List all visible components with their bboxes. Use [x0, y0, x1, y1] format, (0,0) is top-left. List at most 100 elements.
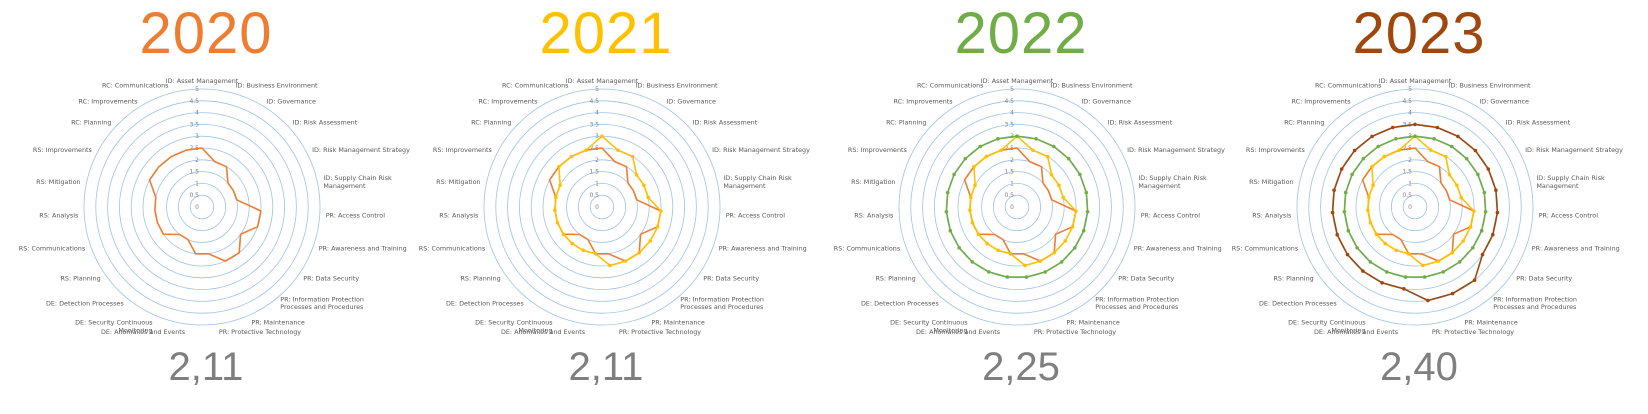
data-point [1380, 281, 1384, 285]
series-line-2021 [1367, 135, 1475, 267]
data-point [985, 241, 989, 246]
tick-label: 4.5 [1402, 98, 1412, 105]
data-point [1038, 259, 1043, 263]
axis-label: ID: Risk Management Strategy [712, 146, 810, 154]
data-point [1034, 137, 1038, 141]
series-line-2021 [969, 135, 1077, 267]
axis-label: PR: Protective Technology [219, 328, 301, 336]
data-point [1394, 248, 1398, 253]
series-line-2022 [1343, 135, 1487, 278]
score-value: 2,40 [1380, 345, 1458, 389]
year-title: 2022 [954, 1, 1088, 66]
data-point [1450, 291, 1455, 296]
tick-label: 0 [595, 204, 599, 211]
tick-label: 2 [1010, 157, 1014, 164]
data-point [1435, 125, 1440, 130]
data-point [1429, 148, 1433, 152]
grid-ring [1390, 183, 1439, 232]
data-point [581, 248, 585, 253]
series-2021 [553, 134, 663, 268]
data-point [561, 232, 566, 236]
data-point [1031, 148, 1035, 152]
series-line-2020 [548, 147, 662, 262]
data-point [1066, 156, 1071, 161]
tick-label: 3.5 [1004, 121, 1014, 128]
data-point [963, 156, 968, 161]
axis-label: PR: Information Protection Processes and … [280, 296, 364, 312]
axis-label: RS: Communications [419, 245, 486, 253]
tick-label: 3 [195, 133, 199, 140]
axis-label: ID: Supply Chain Risk Management [1536, 174, 1605, 190]
grid-ring [166, 171, 238, 243]
axis-label: PR: Protective Technology [1034, 328, 1116, 336]
tick-label: 3.5 [189, 121, 199, 128]
axis-label: PR: Data Security [1516, 275, 1572, 283]
axis-label: PR: Maintenance [251, 319, 305, 327]
data-point [648, 239, 652, 243]
grid-ring [130, 135, 274, 279]
score-value: 2,11 [168, 345, 244, 389]
data-point [945, 190, 950, 195]
grid-ring [577, 183, 626, 232]
axis-label: RC: Communications [1315, 82, 1382, 90]
data-point [1390, 125, 1395, 130]
axis-label: ID: Governance [266, 97, 316, 105]
axis-label: RS: Planning [60, 275, 100, 283]
data-point [1061, 195, 1065, 200]
axis-label: ID: Governance [1479, 97, 1529, 105]
grid-ring [495, 100, 709, 314]
grid-ring [992, 183, 1041, 232]
data-point [1482, 190, 1487, 195]
tick-label: 2 [195, 157, 199, 164]
grid-ring [119, 124, 285, 290]
axis-label: PR: Access Control [1539, 212, 1599, 220]
data-point [1355, 246, 1359, 250]
grid-ring [189, 194, 215, 220]
data-point [976, 232, 981, 236]
grid-ring [83, 88, 321, 326]
tick-label: 0.5 [1402, 192, 1412, 199]
data-point [1473, 148, 1478, 153]
data-point [1397, 148, 1401, 152]
data-point [1491, 232, 1495, 237]
tick-label: 1 [595, 180, 599, 187]
data-point [1394, 137, 1398, 141]
axis-label: DE: Security Continuous Monitoring [890, 319, 968, 335]
axis-label: RS: Communications [1232, 245, 1299, 253]
grid-ring [519, 124, 685, 290]
data-point [1085, 210, 1090, 214]
axis-label: RS: Mitigation [36, 178, 80, 186]
data-point [1402, 287, 1406, 291]
axis-label: PR: Access Control [326, 212, 386, 220]
data-point [996, 248, 1000, 253]
axis-label: RS: Communications [19, 245, 86, 253]
grid-ring [922, 112, 1112, 302]
axis-label: RS: Mitigation [851, 178, 895, 186]
series-line-2023 [1331, 123, 1499, 302]
data-point [972, 164, 976, 169]
axis-label: ID: Business Environment [1449, 82, 1532, 90]
axis-label: ID: Risk Assessment [1108, 119, 1173, 127]
data-point [1023, 263, 1027, 268]
data-point [570, 241, 574, 246]
series-2023 [1330, 122, 1500, 303]
data-point [557, 164, 561, 169]
grid-ring [1308, 100, 1522, 314]
data-point [1483, 210, 1488, 214]
series-2022 [1342, 134, 1488, 279]
tick-label: 5 [195, 86, 199, 93]
data-point [1052, 251, 1056, 255]
data-point [584, 148, 588, 152]
axis-label: RC: Planning [1284, 119, 1324, 127]
axis-label: RC: Planning [71, 119, 111, 127]
data-point [1374, 232, 1379, 236]
axis-label: PR: Maintenance [1464, 319, 1518, 327]
data-point [1459, 195, 1463, 200]
year-title: 2023 [1352, 1, 1486, 66]
axis-label: DE: Anomalies and Events [1314, 328, 1399, 336]
data-point [569, 154, 574, 159]
data-point [1005, 275, 1010, 279]
axis-label: RC: Communications [502, 82, 569, 90]
axis-label: RS: Analysis [854, 212, 894, 220]
